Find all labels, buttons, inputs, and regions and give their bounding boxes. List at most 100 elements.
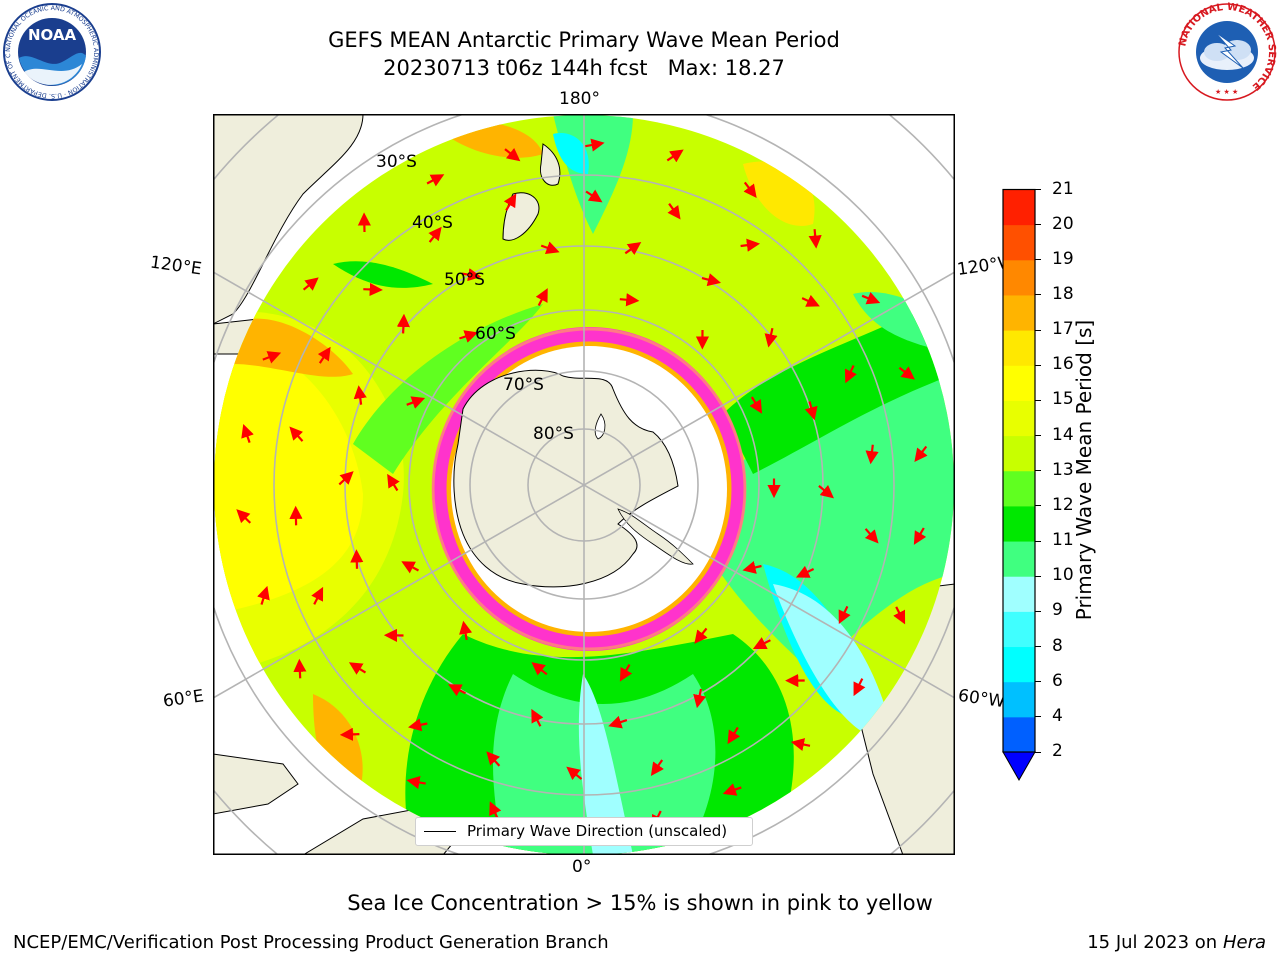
land-new-zealand (539, 143, 561, 186)
colorbar-level-15 (1003, 365, 1035, 401)
wave-arrow (503, 193, 517, 211)
plot-title-line1: GEFS MEAN Antarctic Primary Wave Mean Pe… (328, 28, 840, 52)
nws-logo: NATIONAL WEATHER SERVICE ★ ★ ★ (1177, 2, 1277, 101)
colorbar (1002, 188, 1036, 782)
wave-arrow (693, 688, 707, 709)
colorbar-level-11 (1003, 505, 1035, 542)
wave-arrow (535, 288, 548, 307)
wave-arrow (289, 426, 304, 442)
wave-arrow (317, 346, 331, 364)
wave-arrow (566, 766, 583, 781)
lat-label-60s: 60°S (475, 324, 516, 344)
colorbar-tick-mark (1035, 681, 1041, 683)
wave-arrow (801, 294, 820, 307)
wave-arrow (262, 351, 282, 364)
wave-arrow (408, 718, 428, 732)
wave-arrow (752, 637, 771, 649)
colorbar-tick-label: 9 (1052, 600, 1063, 621)
wave-arrow (808, 229, 822, 249)
wave-arrow (619, 664, 633, 682)
colorbar-level-19 (1003, 224, 1035, 261)
colorbar-tick-mark (1035, 610, 1041, 612)
colorbar-tick-label: 11 (1052, 530, 1074, 551)
host-name: Hera (1222, 932, 1266, 953)
wave-arrow (650, 759, 664, 776)
wave-arrow (448, 684, 467, 697)
colorbar-level-8 (1003, 611, 1035, 648)
wave-arrow (406, 775, 426, 789)
wave-arrow (241, 424, 254, 443)
wave-arrow (338, 471, 354, 486)
colorbar-tick-mark (1035, 224, 1041, 226)
lat-label-80s: 80°S (533, 424, 574, 444)
lat-label-70s: 70°S (503, 375, 544, 395)
colorbar-tick-label: 14 (1052, 424, 1074, 445)
wave-arrow (764, 327, 778, 348)
wave-arrow (339, 727, 360, 741)
colorbar-tick-label: 21 (1052, 178, 1074, 199)
colorbar-level-14 (1003, 400, 1035, 437)
map-panel (213, 114, 955, 855)
wave-arrow (701, 273, 721, 287)
colorbar-level-10 (1003, 541, 1035, 577)
land-australia (213, 114, 364, 325)
colorbar-level-17 (1003, 294, 1035, 331)
colorbar-tick-label: 2 (1052, 741, 1063, 761)
wave-arrow (363, 282, 383, 297)
colorbar-level-16 (1003, 330, 1035, 366)
wave-arrow (913, 527, 927, 545)
wave-arrow (585, 189, 603, 203)
wave-arrow (459, 620, 473, 641)
colorbar-level-6 (1003, 646, 1035, 683)
lat-label-30s: 30°S (376, 152, 417, 172)
colorbar-tick-label: 8 (1052, 635, 1063, 656)
wave-arrow (619, 293, 640, 307)
wave-arrow (865, 444, 879, 465)
wave-arrow (293, 658, 307, 679)
wave-arrow (838, 605, 851, 625)
wave-arrow (727, 726, 741, 745)
noaa-logo: NATIONAL OCEANIC AND ATMOSPHERIC ADMINIS… (2, 2, 101, 101)
wave-arrow (311, 586, 324, 605)
lat-label-50s: 50°S (444, 270, 485, 290)
colorbar-tick-label: 4 (1052, 705, 1063, 726)
wave-arrow (608, 715, 628, 729)
legend-label: Primary Wave Direction (unscaled) (467, 822, 728, 840)
legend-line-swatch (424, 831, 456, 832)
wave-arrow (694, 627, 708, 644)
colorbar-tick-mark (1035, 189, 1041, 190)
colorbar-tick-label: 12 (1052, 494, 1074, 515)
wave-arrow (401, 561, 420, 574)
colorbar-tick-mark (1035, 470, 1041, 472)
wave-arrow (666, 149, 684, 163)
wave-arrow (302, 277, 319, 291)
wave-arrow (667, 203, 681, 220)
credit-text: NCEP/EMC/Verification Post Processing Pr… (13, 932, 609, 953)
colorbar-level-2 (1003, 716, 1035, 753)
colorbar-tick-label: 19 (1052, 248, 1074, 269)
colorbar-level-9 (1003, 576, 1035, 612)
colorbar-level-20 (1003, 189, 1035, 226)
colorbar-tick-mark (1035, 505, 1041, 507)
wave-arrow (804, 401, 818, 421)
wave-arrow (795, 565, 815, 578)
colorbar-tick-mark (1035, 399, 1041, 401)
wave-arrow (749, 396, 763, 414)
wave-arrow (844, 365, 857, 384)
wave-arrow (486, 751, 501, 767)
plot-title-line2: 20230713 t06z 144h fcst Max: 18.27 (383, 56, 785, 80)
wave-arrow (864, 528, 879, 544)
wave-arrow (540, 241, 560, 254)
wave-arrow (742, 560, 762, 574)
colorbar-level-12 (1003, 470, 1035, 507)
colorbar-tick-mark (1035, 364, 1041, 366)
colorbar-tick-mark (1035, 751, 1041, 753)
colorbar-tick-label: 16 (1052, 354, 1074, 375)
lon-label-bottom: 0° (572, 857, 592, 877)
colorbar-tick-label: 20 (1052, 213, 1074, 234)
svg-text:★ ★ ★: ★ ★ ★ (1215, 88, 1238, 96)
wave-arrow (722, 783, 742, 796)
lon-label-60w: 60°W (956, 685, 1007, 713)
wave-arrow (504, 147, 521, 162)
wave-arrow (898, 366, 915, 380)
